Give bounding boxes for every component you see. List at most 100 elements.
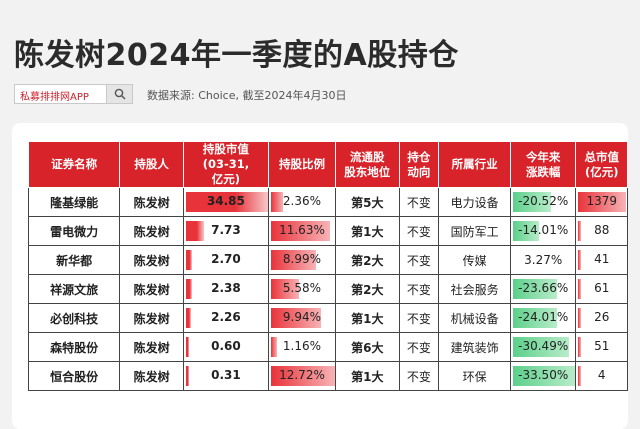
holder-name: 陈发树 (119, 216, 184, 246)
ytd-change: -20.52% (509, 187, 577, 217)
ytd-change-bar (512, 337, 569, 357)
holding-ratio: 9.94% (267, 303, 337, 333)
market-cap: 51 (575, 332, 628, 362)
holding-value-text: 2.38 (211, 281, 241, 295)
market-cap: 88 (575, 216, 628, 246)
market-cap: 4 (575, 361, 628, 391)
ytd-change-bar (512, 192, 551, 212)
search-label: 私募排排网APP (20, 92, 89, 103)
ytd-change: -24.01% (509, 303, 577, 333)
holder-name: 陈发树 (119, 274, 184, 304)
market-cap: 41 (575, 245, 628, 275)
ytd-change: -33.50% (509, 361, 577, 391)
security-name: 恒合股份 (27, 361, 121, 391)
search-box[interactable]: 私募排排网APP (14, 84, 133, 104)
holding-value: 2.38 (182, 274, 269, 304)
holding-ratio-text: 9.94% (282, 310, 322, 324)
holding-ratio-text: 11.63% (279, 223, 325, 237)
market-cap-bar (578, 279, 582, 299)
holding-value-text: 2.26 (211, 310, 241, 324)
industry: 机械设备 (438, 303, 511, 333)
table-row: 森特股份 陈发树 0.60 1.16% 第6大 不变 建筑装饰 -30.49% 51 (27, 332, 628, 362)
holding-value-text: 34.85 (206, 194, 245, 208)
industry: 环保 (438, 361, 511, 391)
market-cap-text: 41 (594, 252, 610, 266)
search-button[interactable] (106, 85, 132, 103)
column-header: 今年来 涨跌幅 (509, 141, 577, 188)
holding-value-bar (185, 279, 192, 299)
holding-value: 0.31 (182, 361, 269, 391)
holding-ratio: 8.99% (267, 245, 337, 275)
holding-ratio: 12.72% (267, 361, 337, 391)
holding-value: 2.26 (182, 303, 269, 333)
holding-value: 7.73 (182, 216, 269, 246)
market-cap: 1379 (575, 187, 628, 217)
holdings-table: 证券名称 持股人 持股市值 (03-31, 亿元) 持股比例 流通股 股东地位 持仓 动向… (27, 141, 628, 391)
ytd-change: -23.66% (509, 274, 577, 304)
ytd-change-bar (512, 308, 557, 328)
position-trend: 不变 (398, 274, 440, 304)
holding-ratio-text: 8.99% (282, 252, 322, 266)
table-row: 祥源文旅 陈发树 2.38 5.58% 第2大 不变 社会服务 -23.66% 61 (27, 274, 628, 304)
shareholder-rank: 第1大 (335, 361, 400, 391)
shareholder-rank: 第6大 (335, 332, 400, 362)
market-cap-text: 88 (594, 223, 610, 237)
table-header-row: 证券名称 持股人 持股市值 (03-31, 亿元) 持股比例 流通股 股东地位 持仓 动向… (27, 141, 628, 188)
column-header: 持股人 (119, 141, 184, 188)
holder-name: 陈发树 (119, 187, 184, 217)
holding-value-text: 0.31 (211, 368, 241, 382)
holding-ratio: 1.16% (267, 332, 337, 362)
column-header: 总市值 (亿元) (575, 141, 628, 188)
column-header: 持仓 动向 (398, 141, 440, 188)
holding-ratio-bar (270, 308, 321, 328)
holding-value: 34.85 (182, 187, 269, 217)
security-name: 森特股份 (27, 332, 121, 362)
security-name: 祥源文旅 (27, 274, 121, 304)
search-icon (114, 88, 126, 100)
table-row: 必创科技 陈发树 2.26 9.94% 第1大 不变 机械设备 -24.01% 26 (27, 303, 628, 333)
table-row: 新华都 陈发树 2.70 8.99% 第2大 不变 传媒 3.27% 41 (27, 245, 628, 275)
ytd-change: 3.27% (509, 245, 577, 275)
holding-value: 2.70 (182, 245, 269, 275)
shareholder-rank: 第5大 (335, 187, 400, 217)
holding-ratio: 5.58% (267, 274, 337, 304)
market-cap-bar (578, 221, 582, 241)
holding-ratio-bar (270, 221, 330, 241)
market-cap-text: 61 (594, 281, 610, 295)
holder-name: 陈发树 (119, 245, 184, 275)
table-row: 恒合股份 陈发树 0.31 12.72% 第1大 不变 环保 -33.50% 4 (27, 361, 628, 391)
holder-name: 陈发树 (119, 303, 184, 333)
data-source: 数据来源: Choice, 截至2024年4月30日 (147, 89, 347, 102)
column-header: 流通股 股东地位 (335, 141, 400, 188)
column-header: 持股市值 (03-31, 亿元) (182, 141, 269, 188)
holding-ratio-bar (270, 279, 299, 299)
holding-value-text: 0.60 (211, 339, 241, 353)
holding-ratio: 2.36% (267, 187, 337, 217)
holding-value-text: 2.70 (211, 252, 241, 266)
security-name: 新华都 (27, 245, 121, 275)
position-trend: 不变 (398, 216, 440, 246)
ytd-change: -14.01% (509, 216, 577, 246)
column-header: 持股比例 (267, 141, 337, 188)
ytd-change-text: -24.01% (518, 310, 569, 324)
holding-ratio-text: 2.36% (282, 194, 322, 208)
position-trend: 不变 (398, 332, 440, 362)
industry: 传媒 (438, 245, 511, 275)
column-header: 所属行业 (438, 141, 511, 188)
column-header: 证券名称 (27, 141, 121, 188)
market-cap-text: 26 (594, 310, 610, 324)
market-cap-bar (578, 366, 582, 386)
security-name: 隆基绿能 (27, 187, 121, 217)
position-trend: 不变 (398, 303, 440, 333)
shareholder-rank: 第2大 (335, 274, 400, 304)
shareholder-rank: 第1大 (335, 216, 400, 246)
market-cap-text: 51 (594, 339, 610, 353)
ytd-change-text: -20.52% (518, 194, 569, 208)
industry: 电力设备 (438, 187, 511, 217)
holding-value-bar (185, 308, 191, 328)
ytd-change-text: -30.49% (518, 339, 569, 353)
table-row: 隆基绿能 陈发树 34.85 2.36% 第5大 不变 电力设备 -20.52% 1379 (27, 187, 628, 217)
security-name: 必创科技 (27, 303, 121, 333)
position-trend: 不变 (398, 361, 440, 391)
market-cap-text: 4 (597, 368, 606, 382)
